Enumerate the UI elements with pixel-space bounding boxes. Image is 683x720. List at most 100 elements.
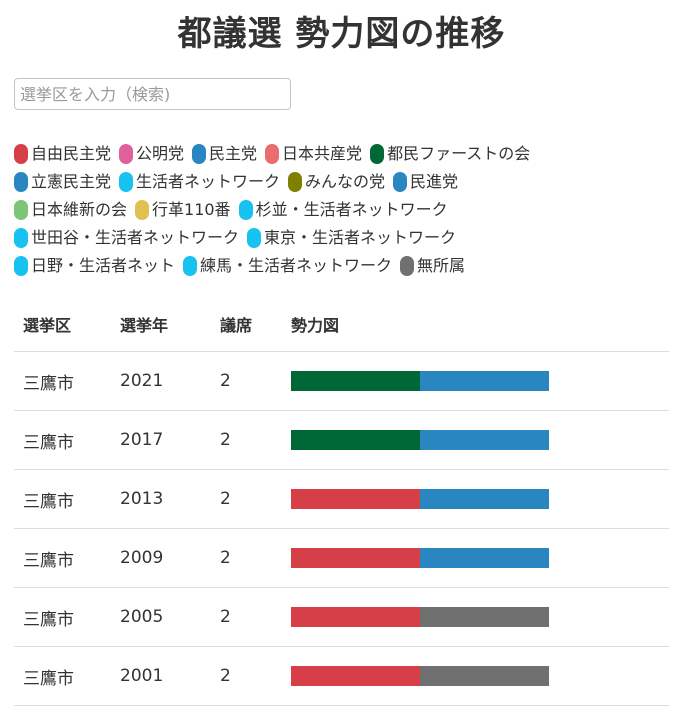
composition-cell: [282, 587, 669, 647]
legend-label: みんなの党: [305, 172, 386, 191]
seat-segment: [420, 371, 549, 391]
seats-cell: 2: [211, 528, 282, 588]
legend-item: 生活者ネットワーク: [119, 172, 280, 192]
seats-cell: 2: [211, 587, 282, 647]
seat-segment: [291, 548, 420, 568]
party-color-swatch: [192, 144, 207, 164]
legend-label: 公明党: [136, 144, 185, 163]
year-cell: 2005: [111, 587, 211, 647]
party-color-swatch: [393, 172, 408, 192]
legend-label: 都民ファーストの会: [387, 144, 531, 163]
year-cell: 2021: [111, 351, 211, 411]
seat-segment: [291, 607, 420, 627]
table-body: 三鷹市 2021 2 三鷹市 2017 2 三鷹市 2013 2 三鷹市 2009 2 三鷹市 2005 2…: [14, 351, 669, 706]
year-cell: 2009: [111, 528, 211, 588]
party-color-swatch: [288, 172, 303, 192]
legend-item: 無所属: [400, 256, 465, 276]
seat-segment: [420, 430, 549, 450]
column-header-district: 選挙区: [14, 296, 111, 352]
party-color-swatch: [14, 228, 28, 248]
seat-segment: [420, 607, 549, 627]
district-cell: 三鷹市: [14, 410, 111, 470]
legend-label: 日野・生活者ネット: [31, 256, 176, 275]
party-color-swatch: [265, 144, 280, 164]
seat-segment: [291, 489, 420, 509]
composition-cell: [282, 410, 669, 470]
seats-cell: 2: [211, 646, 282, 706]
district-cell: 三鷹市: [14, 528, 111, 588]
seat-segment: [420, 548, 549, 568]
district-cell: 三鷹市: [14, 587, 111, 647]
legend-item: 世田谷・生活者ネットワーク: [14, 228, 239, 248]
table-header-row: 選挙区 選挙年 議席 勢力図: [14, 296, 669, 352]
legend-label: 立憲民主党: [31, 172, 112, 191]
party-color-swatch: [135, 200, 150, 220]
party-legend: 自由民主党 公明党 民主党 日本共産党 都民ファーストの会立憲民主党 生活者ネットワーク み…: [14, 140, 674, 280]
legend-item: 行革110番: [135, 200, 231, 220]
legend-row: 世田谷・生活者ネットワーク 東京・生活者ネットワーク: [14, 224, 674, 252]
party-color-swatch: [14, 144, 28, 164]
legend-item: 日本維新の会: [14, 200, 127, 220]
legend-item: 練馬・生活者ネットワーク: [183, 256, 392, 276]
table-row: 三鷹市 2009 2: [14, 528, 669, 588]
table-row: 三鷹市 2017 2: [14, 410, 669, 470]
legend-label: 自由民主党: [31, 144, 112, 163]
composition-cell: [282, 351, 669, 411]
legend-item: 東京・生活者ネットワーク: [247, 228, 456, 248]
legend-label: 東京・生活者ネットワーク: [264, 228, 457, 247]
seat-composition-bar: [291, 489, 549, 509]
legend-item: 杉並・生活者ネットワーク: [238, 200, 448, 220]
legend-label: 日本共産党: [282, 144, 363, 163]
table-row: 三鷹市 2005 2: [14, 587, 669, 647]
seat-segment: [291, 430, 420, 450]
party-color-swatch: [119, 144, 134, 164]
column-header-year: 選挙年: [111, 296, 211, 352]
legend-item: 公明党: [119, 144, 184, 164]
legend-row: 日本維新の会 行革110番 杉並・生活者ネットワーク: [14, 196, 674, 224]
page-title: 都議選 勢力図の推移: [177, 14, 506, 54]
year-cell: 2013: [111, 469, 211, 529]
legend-label: 民主党: [209, 144, 258, 163]
district-search-input[interactable]: [14, 78, 291, 110]
composition-cell: [282, 528, 669, 588]
composition-cell: [282, 469, 669, 529]
party-color-swatch: [183, 256, 198, 276]
seat-composition-bar: [291, 548, 549, 568]
seat-composition-bar: [291, 371, 549, 391]
table-row: 三鷹市 2021 2: [14, 351, 669, 411]
seat-composition-bar: [291, 607, 549, 627]
legend-item: 立憲民主党: [14, 172, 111, 192]
results-table: 選挙区 選挙年 議席 勢力図 三鷹市 2021 2 三鷹市 2017 2 三鷹市 2013 2 三…: [14, 296, 669, 706]
seats-cell: 2: [211, 469, 282, 529]
legend-row: 立憲民主党 生活者ネットワーク みんなの党 民進党: [14, 168, 674, 196]
party-color-swatch: [14, 256, 28, 276]
legend-item: 日本共産党: [265, 144, 362, 164]
legend-item: みんなの党: [288, 172, 385, 192]
year-cell: 2017: [111, 410, 211, 470]
legend-item: 民主党: [192, 144, 257, 164]
party-color-swatch: [119, 172, 134, 192]
legend-label: 無所属: [417, 256, 466, 275]
legend-item: 民進党: [393, 172, 458, 192]
district-cell: 三鷹市: [14, 469, 111, 529]
district-cell: 三鷹市: [14, 351, 111, 411]
party-color-swatch: [238, 200, 253, 220]
seat-segment: [420, 666, 549, 686]
seat-composition-bar: [291, 430, 549, 450]
party-color-swatch: [247, 228, 262, 248]
party-color-swatch: [14, 172, 28, 192]
seat-segment: [291, 371, 420, 391]
legend-label: 練馬・生活者ネットワーク: [200, 256, 393, 275]
legend-row: 自由民主党 公明党 民主党 日本共産党 都民ファーストの会: [14, 140, 674, 168]
table-row: 三鷹市 2001 2: [14, 646, 669, 706]
seats-cell: 2: [211, 351, 282, 411]
seats-cell: 2: [211, 410, 282, 470]
legend-label: 杉並・生活者ネットワーク: [255, 200, 448, 219]
legend-label: 世田谷・生活者ネットワーク: [31, 228, 240, 247]
legend-item: 日野・生活者ネット: [14, 256, 175, 276]
column-header-seats: 議席: [211, 296, 282, 352]
legend-item: 都民ファーストの会: [370, 144, 530, 164]
legend-label: 日本維新の会: [31, 200, 128, 219]
legend-label: 行革110番: [152, 200, 231, 219]
party-color-swatch: [370, 144, 385, 164]
